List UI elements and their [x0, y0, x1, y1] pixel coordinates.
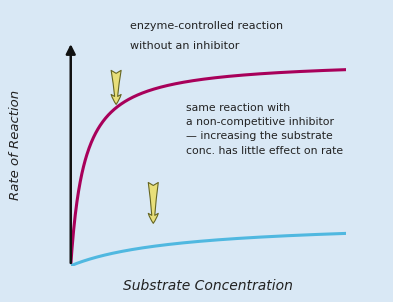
- Text: enzyme-controlled reaction: enzyme-controlled reaction: [130, 21, 283, 31]
- Text: same reaction with
a non-competitive inhibitor
— increasing the substrate
conc. : same reaction with a non-competitive inh…: [186, 103, 343, 156]
- Text: Substrate Concentration: Substrate Concentration: [123, 279, 293, 293]
- Text: without an inhibitor: without an inhibitor: [130, 41, 239, 51]
- Text: Rate of Reaction: Rate of Reaction: [9, 90, 22, 200]
